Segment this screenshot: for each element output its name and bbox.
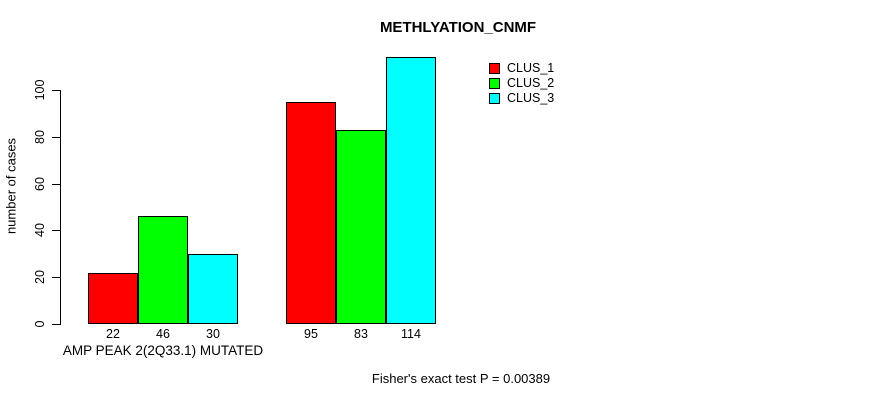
y-axis-tick-label: 80: [33, 130, 47, 144]
y-axis-tick-label: 0: [33, 320, 47, 328]
legend-item-clus_1: CLUS_1: [489, 61, 555, 75]
legend-label: CLUS_1: [507, 61, 555, 75]
bar-value-label: 22: [106, 327, 120, 341]
bar-clus_3-group1: [188, 254, 238, 324]
y-axis-tick: [52, 90, 60, 91]
y-axis-tick-label: 40: [33, 223, 47, 237]
legend-swatch-clus_3: [489, 92, 500, 104]
y-axis-tick: [52, 137, 60, 138]
legend-label: CLUS_3: [507, 91, 555, 105]
bar-value-label: 30: [206, 327, 220, 341]
legend-swatch-clus_1: [489, 62, 500, 74]
fisher-test-annotation: Fisher's exact test P = 0.00389: [371, 371, 551, 386]
legend-label: CLUS_2: [507, 76, 555, 90]
bar-value-label: 114: [401, 327, 421, 341]
y-axis-line: [60, 90, 61, 325]
y-axis-tick: [52, 277, 60, 278]
bar-value-label: 95: [304, 327, 318, 341]
y-axis-tick-label: 60: [33, 177, 47, 191]
y-axis-title: number of cases: [3, 137, 19, 235]
y-axis-tick-label: 20: [33, 270, 47, 284]
chart-title: METHLYATION_CNMF: [379, 19, 537, 36]
y-axis-tick-label: 100: [33, 79, 47, 101]
bar-clus_2-group2: [336, 130, 386, 324]
bar-clus_3-group2: [386, 57, 436, 324]
bar-value-label: 46: [156, 327, 170, 341]
legend-item-clus_2: CLUS_2: [489, 76, 555, 90]
legend: CLUS_1 CLUS_2 CLUS_3: [489, 61, 555, 105]
y-axis-tick: [52, 184, 60, 185]
y-axis-tick: [52, 324, 60, 325]
bar-value-label: 83: [354, 327, 368, 341]
bar-clus_1-group2: [286, 102, 336, 324]
y-axis-tick: [52, 230, 60, 231]
legend-item-clus_3: CLUS_3: [489, 91, 555, 105]
bar-clus_2-group1: [138, 216, 188, 324]
x-category-label: AMP PEAK 2(2Q33.1) MUTATED: [62, 343, 264, 358]
bar-clus_1-group1: [88, 273, 138, 324]
legend-swatch-clus_2: [489, 77, 500, 89]
